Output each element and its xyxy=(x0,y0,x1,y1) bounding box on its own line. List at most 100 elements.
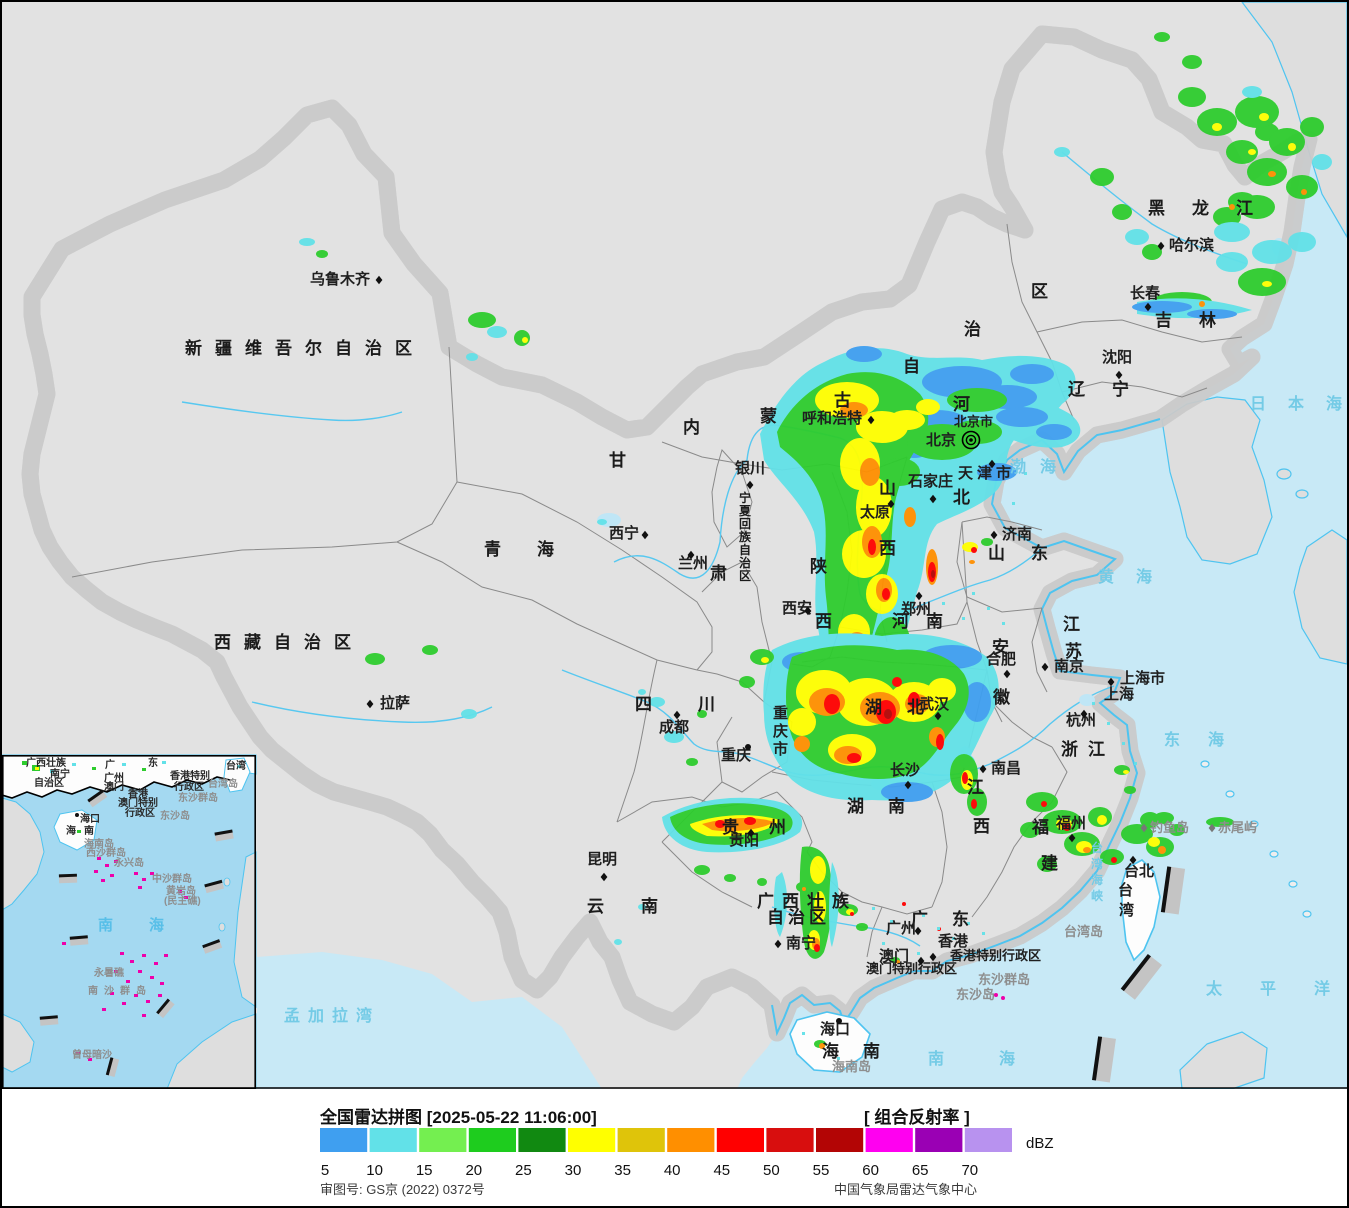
legend-unit-dbz: dBZ xyxy=(1026,1135,1054,1152)
legend-tick-45: 45 xyxy=(713,1162,730,1179)
legend-tick-30: 30 xyxy=(565,1162,582,1179)
province-label-guizhou: 贵州 xyxy=(722,817,816,837)
province-label-chongqing-2: 庆 xyxy=(773,722,788,740)
city-label-taibei: 台北 xyxy=(1124,862,1154,880)
sea-label-mengjialawan: 孟加拉湾 xyxy=(284,1006,380,1025)
legend-tick-25: 25 xyxy=(515,1162,532,1179)
inset-label-hk-1: 香港特别 xyxy=(170,769,210,782)
province-label-liaoning: 辽宁 xyxy=(1068,379,1156,399)
legend-color-55 xyxy=(816,1128,864,1152)
province-label-ningxia-6: 治 xyxy=(739,555,751,570)
radar-echoes xyxy=(299,32,1332,1060)
province-label-guangxi-1: 广西壮族 xyxy=(757,891,857,911)
province-label-jiangsu-1: 江 xyxy=(1063,615,1080,634)
sea-label-taiwan-strait-1: 台 xyxy=(1091,840,1103,855)
inset-label-dongshaqundao: 东沙群岛 xyxy=(178,791,218,804)
province-label-neimenggu-4: 自 xyxy=(903,356,920,376)
province-label-fujian-1: 福 xyxy=(1031,817,1049,837)
city-label-shanghai: 上海 xyxy=(1104,685,1134,703)
city-label-nanjing: 南京 xyxy=(1054,657,1084,675)
legend-color-45 xyxy=(716,1128,764,1152)
province-label-ningxia-3: 回 xyxy=(739,517,751,531)
china-territory xyxy=(21,25,1318,1073)
dash-line-inset xyxy=(39,789,234,1077)
sea-area xyxy=(257,139,1347,1089)
province-label-ningxia-2: 夏 xyxy=(739,504,752,518)
legend-color-35 xyxy=(617,1128,665,1152)
inset-label-xisha: 西沙群岛 xyxy=(86,846,126,859)
legend-color-50 xyxy=(766,1128,814,1152)
legend-color-15 xyxy=(419,1128,467,1152)
island-label-diaoyudao: 钓鱼岛 xyxy=(1150,820,1189,835)
dash-line-main xyxy=(1091,866,1186,1083)
province-label-chongqing-3: 市 xyxy=(773,740,788,758)
sea-label-taiwan-strait-3: 海 xyxy=(1091,872,1103,887)
city-label-beijing-shi: 北京市 xyxy=(954,414,993,429)
province-label-neimenggu-1: 内 xyxy=(683,417,700,437)
inset-label-nanning: 南宁 xyxy=(50,767,70,780)
city-label-aomen: 澳门 xyxy=(879,947,909,965)
city-label-shanghai-shi: 上海市 xyxy=(1120,669,1165,687)
city-label-yinchuan: 银川 xyxy=(735,459,765,477)
island-label-dongshaqundao: 东沙群岛 xyxy=(978,972,1030,987)
province-label-shaanxi-2: 西 xyxy=(815,612,832,631)
city-marker-haikou xyxy=(836,1018,842,1024)
map-svg: 新疆维吾尔自治区 西藏自治区 青海 甘 肃 内 蒙 古 自 治 区 宁 夏 回 … xyxy=(2,2,1347,1090)
sea-label-taipingyang: 太平洋 xyxy=(1205,979,1347,998)
province-label-fujian-2: 建 xyxy=(1041,853,1058,873)
city-label-haikou: 海口 xyxy=(820,1020,850,1038)
legend-colorbar: 5 10 15 20 25 30 35 40 45 50 55 60 65 70 xyxy=(320,1128,1012,1179)
province-label-taiwan-1: 台 xyxy=(1118,881,1133,899)
city-label-jinan: 济南 xyxy=(1002,525,1032,543)
province-label-shanxi-1: 山 xyxy=(879,479,896,498)
island-label-dongshadao: 东沙岛 xyxy=(956,987,995,1002)
island-label-hainandao: 海南岛 xyxy=(832,1059,871,1074)
province-label-henan: 河南 xyxy=(892,611,960,631)
province-label-jiangxi-2: 西 xyxy=(973,817,990,836)
province-label-guangxi-2: 自治区 xyxy=(767,907,830,927)
city-label-hangzhou: 杭州 xyxy=(1066,711,1096,729)
legend-color-60 xyxy=(865,1128,913,1152)
city-label-beijing: 北京 xyxy=(926,431,956,449)
city-label-guangzhou: 广州 xyxy=(886,919,916,937)
island-label-taiwandao: 台湾岛 xyxy=(1064,924,1103,939)
legend-title: 全国雷达拼图 [2025-05-22 11:06:00] xyxy=(320,1108,597,1127)
province-label-shandong-2: 东 xyxy=(1031,543,1048,563)
inset-label-macau-1: 澳门特别 xyxy=(118,796,158,809)
province-label-neimenggu-5: 治 xyxy=(964,319,981,339)
legend-tick-5: 5 xyxy=(321,1162,329,1179)
legend-color-5 xyxy=(320,1128,368,1152)
inset-label-macau-2: 行政区 xyxy=(124,806,155,819)
legend-credit: 中国气象局雷达气象中心 xyxy=(834,1182,978,1197)
province-label-ningxia-1: 宁 xyxy=(739,490,751,505)
province-label-macau-sar: 澳门特别行政区 xyxy=(866,961,957,976)
province-label-shandong-1: 山 xyxy=(988,544,1005,563)
inset-label-zengmu: 曾母暗沙 xyxy=(72,1048,112,1061)
inset-label-xianggang: 香港 xyxy=(128,787,149,800)
province-label-neimenggu-3: 古 xyxy=(834,390,851,410)
inset-label-nanhai: 南海 xyxy=(98,916,200,934)
city-label-zhengzhou: 郑州 xyxy=(901,600,931,618)
city-label-xian: 西安 xyxy=(782,599,812,617)
sea-labels: 渤海 黄海 东海 日本海 太平洋 南海 孟加拉湾 台 湾 海 峡 xyxy=(284,394,1347,1068)
legend-tick-65: 65 xyxy=(912,1162,929,1179)
city-label-shenyang: 沈阳 xyxy=(1102,348,1132,366)
legend-product-label: [ 组合反射率 ] xyxy=(864,1108,970,1127)
province-label-jiangsu-2: 苏 xyxy=(1065,641,1082,661)
inset-label-dong: 东 xyxy=(148,756,158,769)
city-label-kunming: 昆明 xyxy=(587,851,617,868)
city-label-urumqi: 乌鲁木齐 xyxy=(310,270,371,288)
reef-marker xyxy=(1001,996,1005,1000)
province-label-hubei: 湖北 xyxy=(865,698,949,717)
province-label-guangdong: 广东 xyxy=(911,909,993,929)
city-label-lanzhou: 兰州 xyxy=(678,554,708,572)
province-label-hebei-1: 河 xyxy=(953,395,970,414)
city-label-chengdu: 成都 xyxy=(659,718,689,736)
city-label-wuhan: 武汉 xyxy=(919,695,950,713)
province-label-heilongjiang: 黑龙江 xyxy=(1148,198,1280,218)
reef-markers xyxy=(62,857,188,1061)
city-label-nanchang: 南昌 xyxy=(991,759,1021,777)
inset-label-guangzhou: 广州 xyxy=(104,771,124,784)
province-label-chongqing-1: 重 xyxy=(773,704,788,722)
